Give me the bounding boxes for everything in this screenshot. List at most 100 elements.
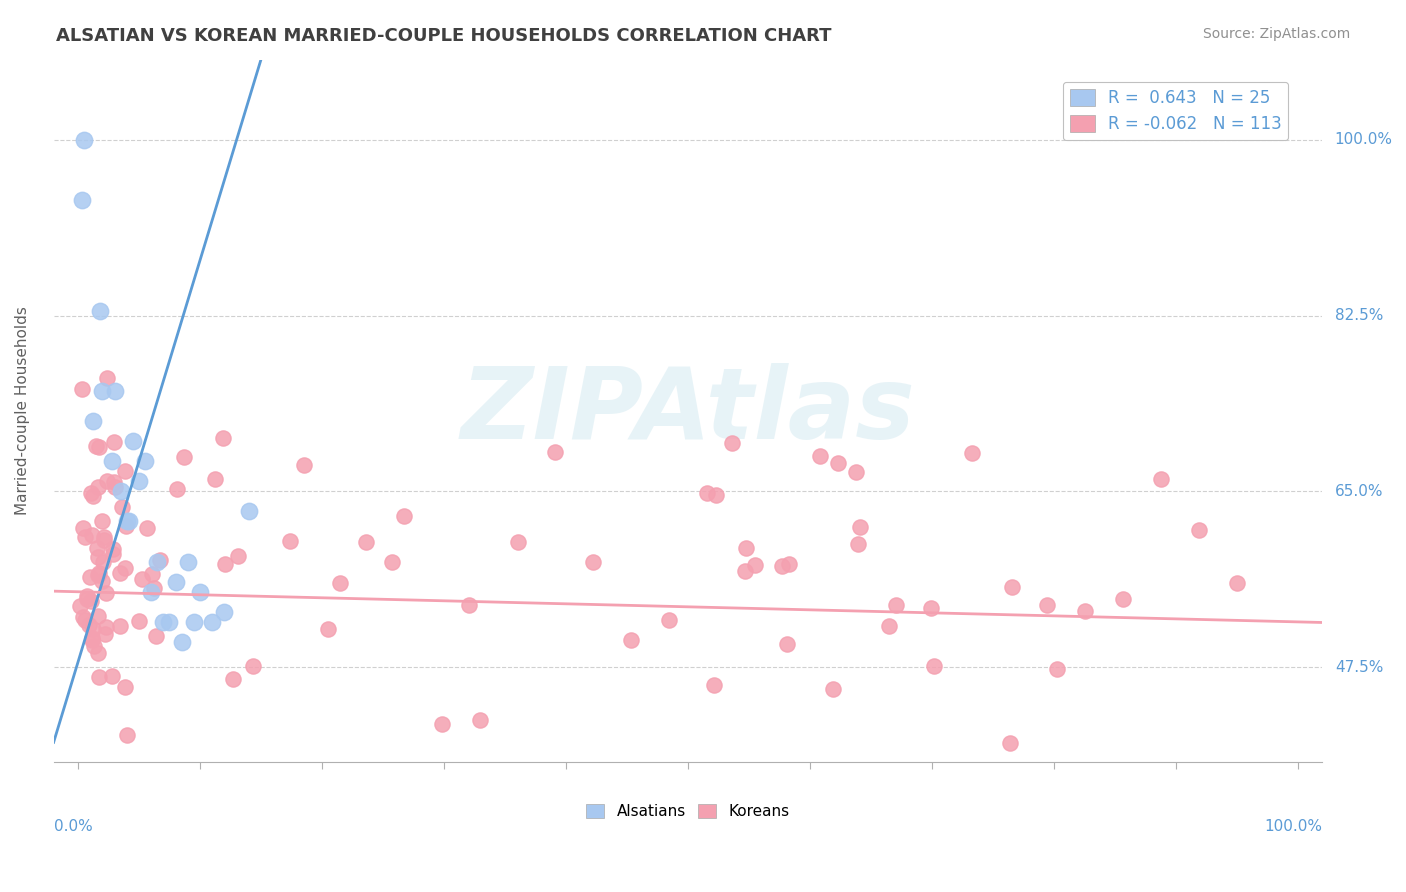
Text: ZIPAtlas: ZIPAtlas [461, 362, 915, 459]
Point [93, 530, 115, 544]
Point [884, 598, 907, 612]
Point [704, 488, 727, 502]
Text: 47.5%: 47.5% [1334, 659, 1384, 674]
Point [214, 558, 236, 572]
Point [114, 464, 136, 478]
Point [70, 382, 93, 396]
Point [1112, 591, 1135, 606]
Point [776, 637, 799, 651]
Point [110, 484, 132, 499]
Point [122, 434, 145, 449]
Point [877, 618, 900, 632]
Point [91, 384, 114, 398]
Point [86, 541, 108, 555]
Point [94, 620, 117, 634]
Point [141, 584, 163, 599]
Point [111, 500, 134, 514]
Point [1188, 523, 1211, 537]
Point [70, 193, 93, 207]
Point [211, 431, 233, 445]
Point [468, 713, 491, 727]
Point [89, 670, 111, 684]
Point [76, 589, 98, 603]
Text: 65.0%: 65.0% [1334, 483, 1384, 499]
Point [183, 615, 205, 629]
Point [101, 669, 124, 683]
Point [131, 572, 153, 586]
Point [143, 582, 166, 596]
Point [72, 521, 94, 535]
Point [84, 439, 107, 453]
Point [292, 458, 315, 472]
Point [226, 549, 249, 564]
Point [735, 541, 758, 555]
Point [201, 615, 224, 629]
Point [87, 440, 110, 454]
Point [72, 609, 94, 624]
Point [620, 632, 643, 647]
Point [79, 569, 101, 583]
Point [744, 558, 766, 572]
Point [101, 547, 124, 561]
Point [118, 515, 141, 529]
Point [115, 515, 138, 529]
Point [188, 584, 211, 599]
Point [778, 557, 800, 571]
Point [87, 608, 110, 623]
Point [93, 533, 115, 547]
Point [1226, 576, 1249, 591]
Point [149, 553, 172, 567]
Point [80, 528, 103, 542]
Point [354, 534, 377, 549]
Point [103, 435, 125, 450]
Point [104, 384, 127, 398]
Point [87, 567, 110, 582]
Point [1036, 598, 1059, 612]
Point [1074, 604, 1097, 618]
Point [242, 659, 264, 673]
Point [392, 509, 415, 524]
Point [145, 629, 167, 643]
Point [76, 592, 98, 607]
Point [582, 555, 605, 569]
Point [998, 736, 1021, 750]
Point [146, 555, 169, 569]
Point [280, 534, 302, 549]
Point [721, 436, 744, 450]
Point [75, 613, 97, 627]
Point [808, 449, 831, 463]
Point [845, 465, 868, 479]
Point [173, 450, 195, 464]
Point [91, 555, 114, 569]
Point [922, 658, 945, 673]
Point [238, 504, 260, 518]
Point [734, 564, 756, 578]
Point [69, 599, 91, 614]
Point [94, 586, 117, 600]
Point [222, 672, 245, 686]
Point [827, 456, 849, 470]
Text: 82.5%: 82.5% [1334, 308, 1384, 323]
Text: ALSATIAN VS KOREAN MARRIED-COUPLE HOUSEHOLDS CORRELATION CHART: ALSATIAN VS KOREAN MARRIED-COUPLE HOUSEH… [56, 27, 832, 45]
Point [82, 489, 104, 503]
Point [170, 635, 193, 649]
Point [458, 598, 481, 612]
Point [115, 728, 138, 742]
Point [91, 574, 114, 589]
Point [114, 519, 136, 533]
Point [772, 559, 794, 574]
Point [506, 535, 529, 549]
Point [316, 622, 339, 636]
Point [136, 521, 159, 535]
Point [96, 474, 118, 488]
Point [101, 454, 124, 468]
Point [849, 520, 872, 534]
Point [87, 566, 110, 580]
Text: 100.0%: 100.0% [1334, 132, 1393, 147]
Point [101, 541, 124, 556]
Point [94, 626, 117, 640]
Point [177, 555, 200, 569]
Point [80, 594, 103, 608]
Text: Source: ZipAtlas.com: Source: ZipAtlas.com [1202, 27, 1350, 41]
Text: 0.0%: 0.0% [53, 819, 93, 834]
